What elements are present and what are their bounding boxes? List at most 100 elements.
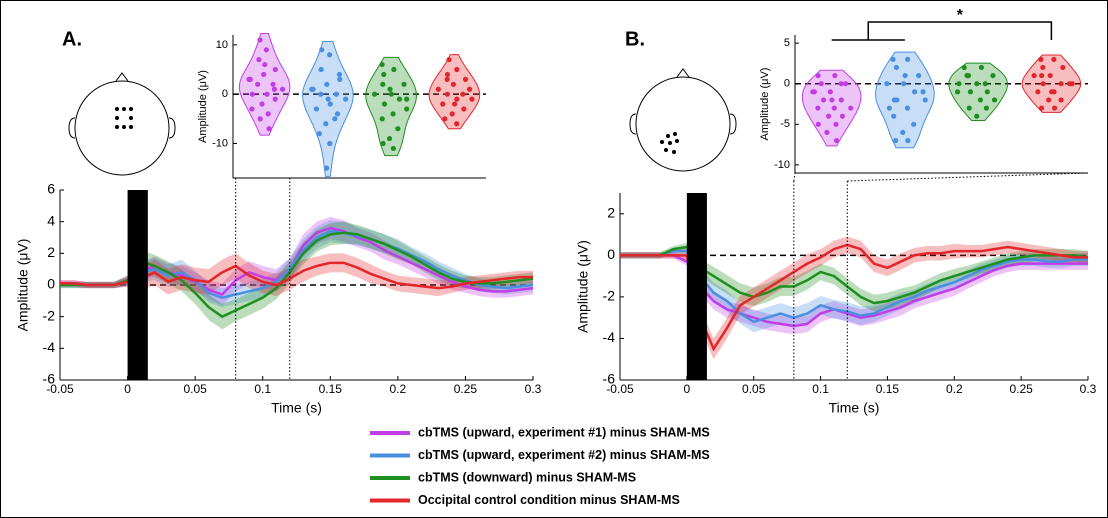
data-point: [815, 105, 821, 111]
data-point: [466, 86, 473, 92]
data-point: [454, 121, 460, 127]
data-point: [461, 106, 467, 112]
data-point: [920, 89, 926, 95]
head-a: [68, 72, 176, 176]
data-point: [901, 81, 907, 87]
data-point: [833, 121, 839, 127]
y-tick-label: -4: [43, 339, 56, 355]
data-point: [334, 111, 341, 117]
data-point: [462, 76, 469, 82]
y-tick-label: 0: [607, 246, 615, 262]
electrodes-a: [115, 107, 133, 129]
data-point: [257, 37, 263, 43]
y-tick-label: 0: [47, 276, 55, 292]
data-point: [982, 81, 988, 87]
x-tick-label: 0: [124, 382, 131, 396]
y-tick-label: 0: [784, 78, 790, 90]
data-point: [1051, 56, 1057, 62]
x-tick-label: 0.3: [1080, 382, 1097, 396]
data-point: [820, 97, 827, 103]
x-tick-label: 0.15: [319, 382, 343, 396]
data-point: [337, 76, 343, 82]
data-point: [916, 72, 922, 79]
data-point: [1060, 64, 1066, 71]
data-point: [380, 81, 386, 87]
legend-label: cbTMS (upward, experiment #2) minus SHAM…: [418, 448, 710, 462]
data-point: [454, 66, 460, 73]
data-point: [818, 81, 824, 87]
data-point: [387, 86, 393, 92]
x-tick-label: -0.05: [46, 382, 74, 396]
data-point: [324, 81, 330, 87]
data-point: [272, 66, 278, 73]
legend-label: Occipital control condition minus SHAM-M…: [418, 493, 680, 507]
data-point: [904, 105, 911, 111]
data-point: [381, 71, 387, 78]
data-point: [444, 91, 450, 97]
data-point: [1049, 89, 1055, 95]
window-connector: [847, 172, 1089, 182]
data-point: [984, 89, 990, 95]
data-point: [327, 52, 333, 58]
data-point: [319, 47, 325, 53]
data-point: [967, 89, 974, 95]
data-point: [956, 81, 962, 87]
head-b: [629, 68, 737, 172]
data-point: [832, 72, 838, 79]
data-point: [966, 105, 972, 111]
panel-label: B.: [625, 28, 645, 50]
data-point: [1051, 105, 1058, 111]
data-point: [905, 56, 911, 62]
data-point: [1031, 72, 1037, 79]
data-point: [435, 86, 441, 92]
data-point: [270, 81, 276, 87]
data-point: [829, 97, 835, 103]
data-point: [327, 101, 333, 107]
data-point: [343, 96, 349, 102]
data-point: [440, 101, 446, 107]
significance-bracket: [831, 21, 1053, 41]
y-tick-label: 2: [47, 244, 55, 260]
data-point: [890, 56, 896, 62]
data-point: [264, 91, 270, 97]
data-point: [404, 96, 410, 102]
data-point: [450, 81, 456, 87]
data-point: [271, 86, 278, 92]
data-point: [336, 71, 343, 78]
data-point: [386, 135, 393, 142]
data-point: [247, 76, 253, 82]
data-point: [261, 71, 267, 78]
data-point: [324, 165, 330, 171]
data-point: [256, 57, 262, 63]
electrodes-b: [660, 132, 679, 154]
data-point: [379, 116, 385, 122]
data-point: [391, 66, 397, 73]
data-point: [902, 72, 908, 79]
data-point: [838, 81, 844, 87]
data-point: [318, 66, 324, 73]
data-point: [444, 76, 450, 82]
x-tick-label: 0.1: [812, 382, 829, 396]
x-tick-label: 0.1: [254, 382, 271, 396]
data-point: [965, 72, 972, 79]
data-point: [893, 64, 900, 71]
data-point: [833, 137, 840, 144]
data-point: [460, 91, 466, 97]
data-point: [449, 111, 455, 117]
data-point: [827, 89, 833, 95]
x-tick-label: 0.2: [390, 382, 407, 396]
x-tick-label: 0: [684, 382, 691, 396]
data-point: [266, 126, 272, 132]
x-axis-title: Time (s): [271, 400, 322, 416]
y-tick-label: -2: [603, 288, 616, 304]
data-point: [1038, 105, 1045, 111]
data-point: [991, 97, 998, 103]
data-point: [310, 86, 316, 92]
x-tick-label: 0.2: [946, 382, 963, 396]
y-tick-label: -2: [43, 307, 56, 323]
violin: [1021, 54, 1082, 113]
data-point: [262, 61, 268, 68]
legend-label: cbTMS (upward, experiment #1) minus SHAM…: [418, 425, 710, 439]
data-point: [259, 101, 265, 107]
